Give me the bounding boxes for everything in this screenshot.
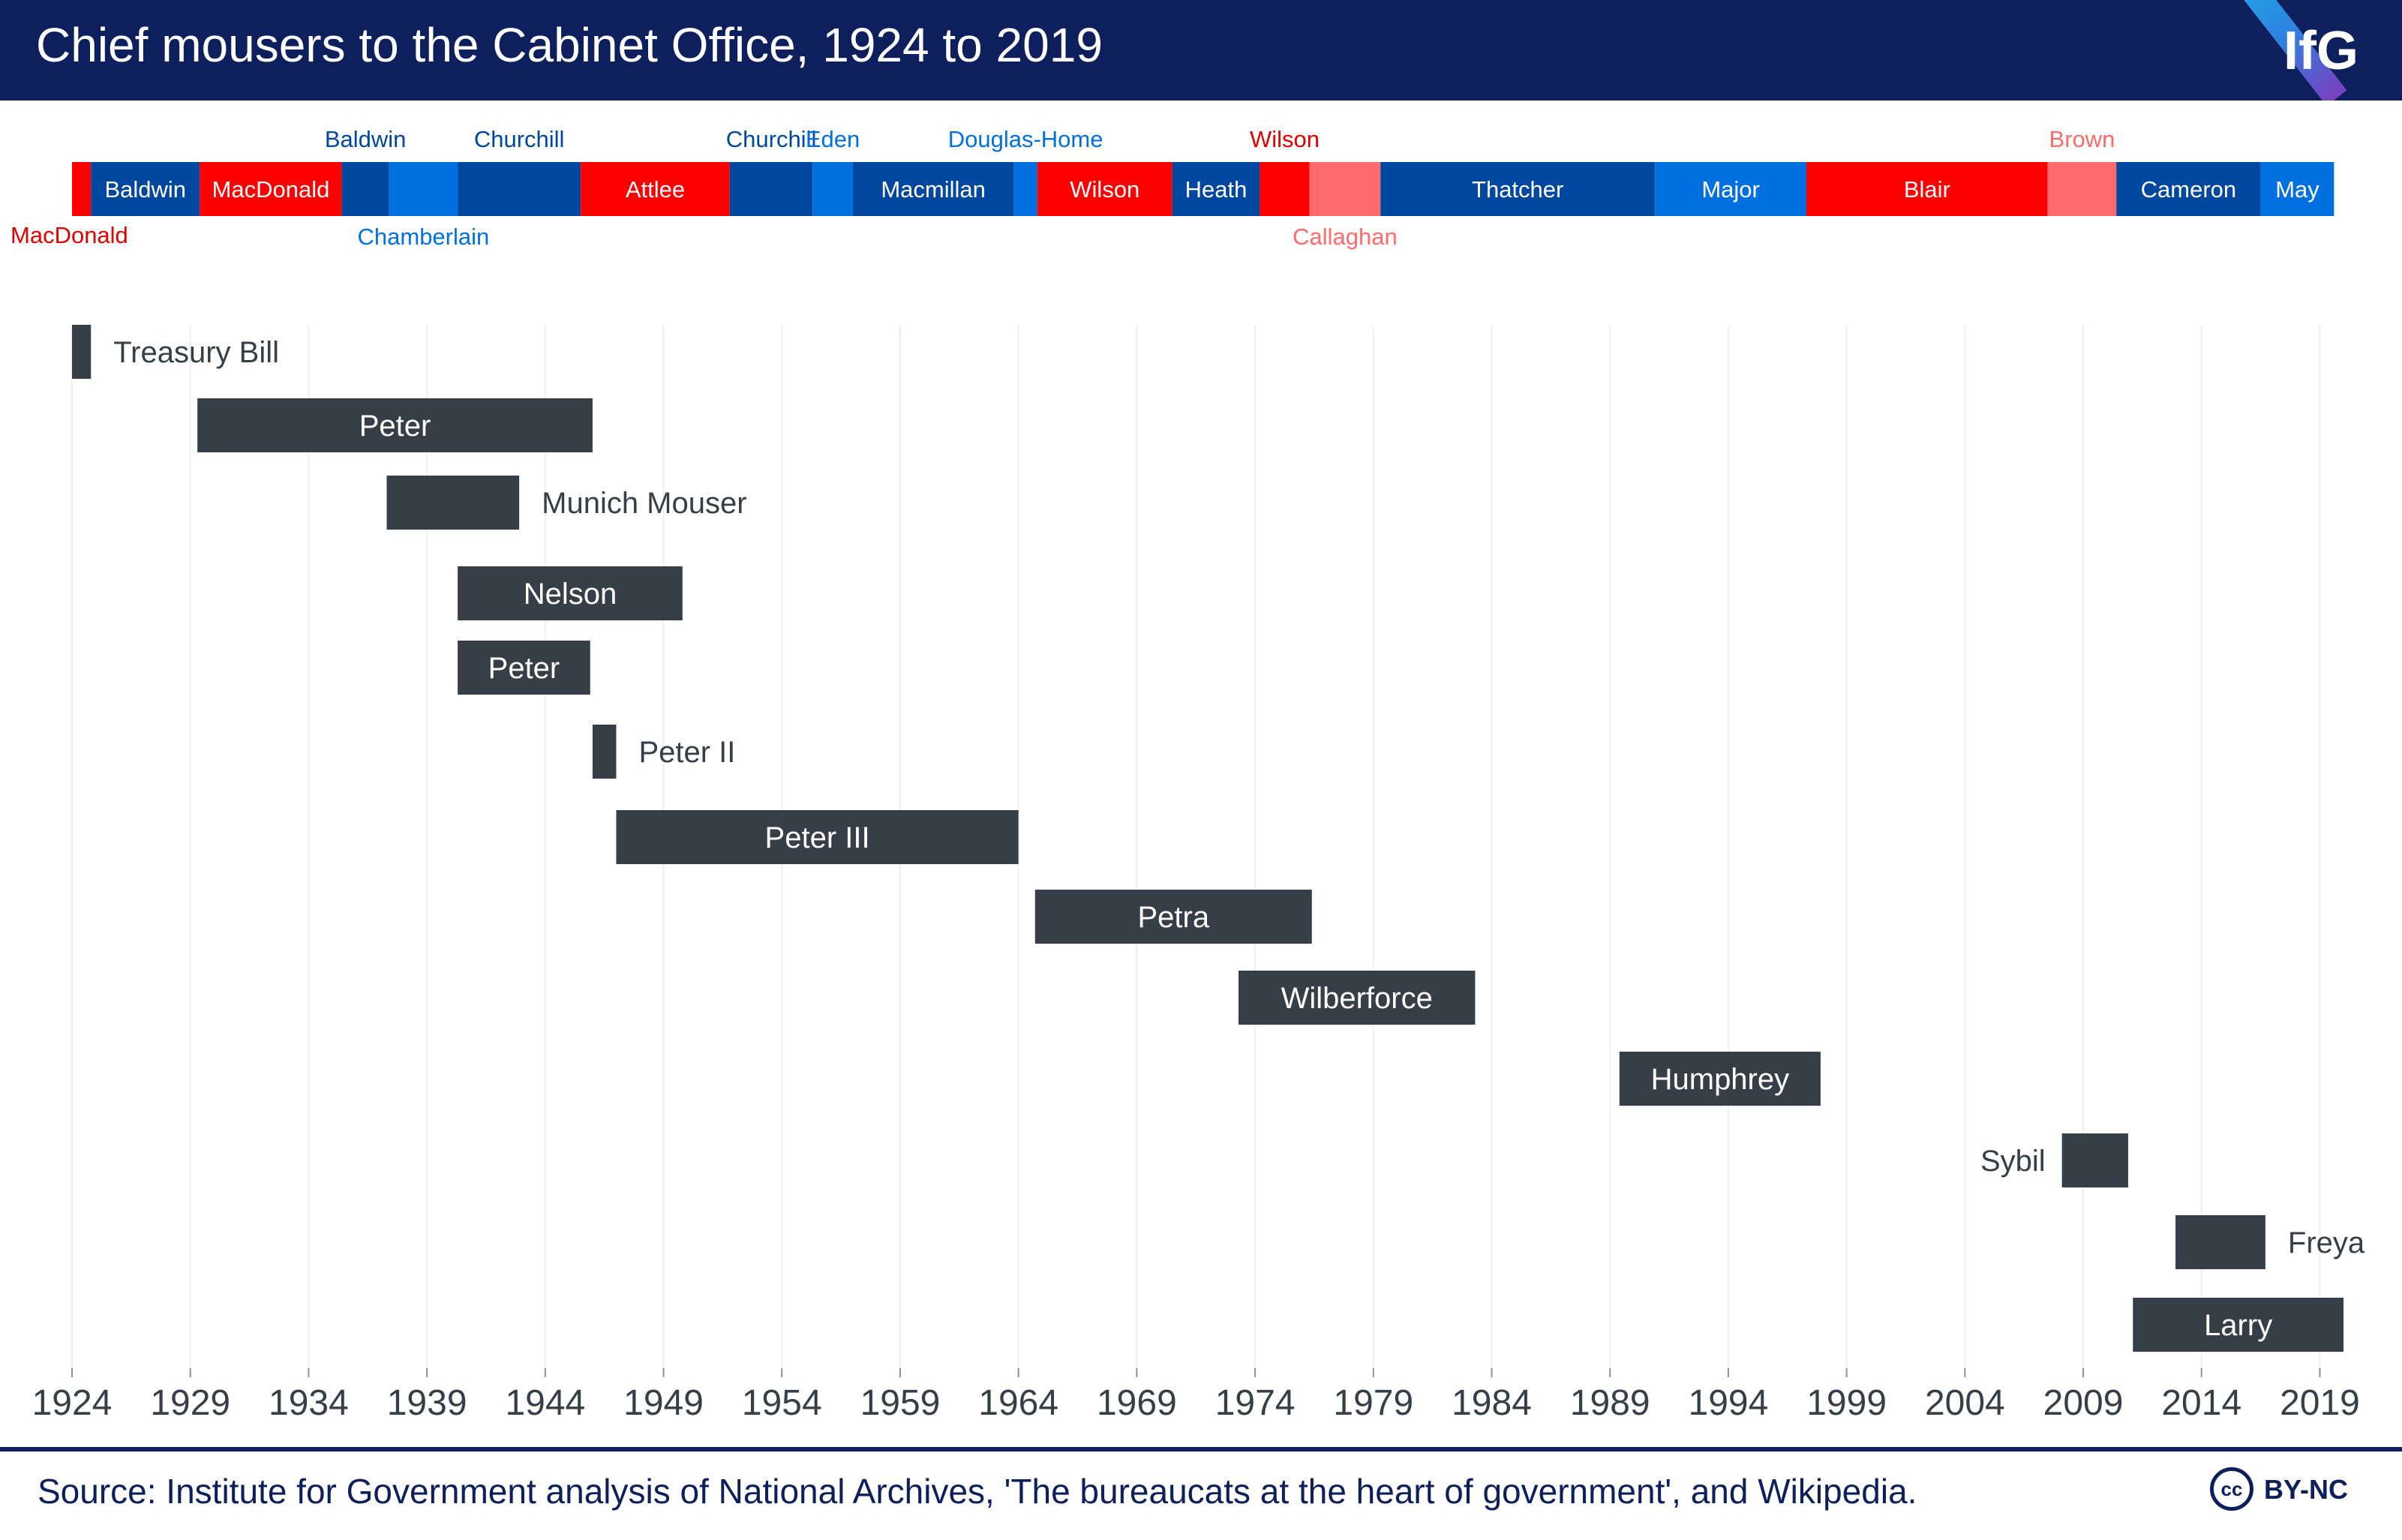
pm-label: Thatcher	[1472, 176, 1563, 203]
mouser-bar	[386, 476, 520, 530]
mouser-label: Peter	[488, 652, 560, 685]
mouser-bar	[2175, 1215, 2265, 1269]
mouser-bar	[458, 641, 590, 695]
license-badge: cc BY-NC	[2210, 1467, 2382, 1520]
pm-segment	[581, 162, 730, 216]
source-note: Source: Institute for Government analysi…	[38, 1472, 1917, 1511]
mouser-label: Peter II	[638, 736, 735, 769]
pm-segment	[2047, 162, 2117, 216]
creative-commons-icon: cc	[2210, 1467, 2253, 1511]
mouser-label: Petra	[1137, 901, 1209, 934]
x-tick-label: 2019	[2280, 1383, 2360, 1423]
mouser-label: Treasury Bill	[113, 336, 279, 369]
mouser-bar	[2133, 1298, 2343, 1352]
pm-label: Attlee	[626, 176, 685, 203]
pm-segment	[389, 162, 458, 216]
pm-segment	[2116, 162, 2261, 216]
pm-label: Wilson	[1070, 176, 1139, 203]
pm-segment	[1806, 162, 2048, 216]
x-tick-label: 2004	[1925, 1383, 2005, 1423]
x-tick-label: 1924	[32, 1383, 113, 1423]
mouser-label: Larry	[2204, 1309, 2272, 1342]
x-tick-label: 1949	[623, 1383, 704, 1423]
pm-segment	[1172, 162, 1260, 216]
mouser-label: Peter	[359, 410, 431, 443]
pm-segment	[1260, 162, 1310, 216]
pm-segment	[200, 162, 342, 216]
mouser-label: Wilberforce	[1281, 982, 1433, 1015]
pm-segment	[1309, 162, 1381, 216]
pm-label: Callaghan	[1293, 224, 1398, 250]
x-tick-label: 1959	[860, 1383, 941, 1423]
pm-label: Baldwin	[104, 176, 186, 203]
pm-label: Major	[1701, 176, 1760, 203]
mouser-timeline-chart: 1924 1929 1934 1939 1944 1949 1954 1959 1964 1969…	[11, 126, 2365, 1423]
pm-label: Heath	[1185, 176, 1248, 203]
pm-segment	[1037, 162, 1172, 216]
x-tick-label: 1979	[1333, 1383, 1413, 1423]
x-tick-label: 2014	[2161, 1383, 2241, 1423]
mouser-bar	[1619, 1052, 1821, 1106]
pm-label: Douglas-Home	[948, 126, 1103, 152]
mouser-label: Peter III	[765, 821, 870, 854]
x-tick-label: 1989	[1570, 1383, 1650, 1423]
pm-label: Wilson	[1250, 126, 1320, 152]
pm-label: Eden	[806, 126, 860, 152]
mouser-label: Humphrey	[1651, 1063, 1790, 1096]
pm-segment	[1380, 162, 1656, 216]
mouser-bar	[197, 398, 593, 452]
mouser-bar	[1034, 890, 1312, 944]
x-tick-label: 1999	[1806, 1383, 1887, 1423]
pm-label: Cameron	[2141, 176, 2237, 203]
pm-label: Churchill	[474, 126, 565, 152]
pm-segment	[72, 162, 92, 216]
pm-label: Blair	[1904, 176, 1950, 203]
pm-label: Churchill	[726, 126, 817, 152]
x-tick-label: 1964	[978, 1383, 1058, 1423]
x-tick-label: 1939	[387, 1383, 467, 1423]
pm-label: MacDonald	[11, 222, 128, 248]
pm-label: Brown	[2049, 126, 2115, 152]
x-tick-label: 1984	[1452, 1383, 1532, 1423]
footer-rule	[0, 1447, 2402, 1451]
x-tick-label: 2009	[2043, 1383, 2124, 1423]
pm-label: May	[2275, 176, 2319, 203]
x-tick-label: 1954	[742, 1383, 822, 1423]
ifg-logo: IfG	[2283, 21, 2358, 81]
pm-segment	[2260, 162, 2334, 216]
x-tick-label: 1934	[269, 1383, 349, 1423]
pm-segment	[729, 162, 813, 216]
mouser-bar	[2061, 1133, 2128, 1187]
license-text: BY-NC	[2264, 1474, 2349, 1505]
pm-segment	[1655, 162, 1807, 216]
mouser-label: Freya	[2288, 1226, 2365, 1259]
pm-label: Chamberlain	[358, 224, 490, 250]
mouser-bar	[1239, 971, 1476, 1025]
pm-label: Baldwin	[325, 126, 407, 152]
x-tick-label: 1969	[1097, 1383, 1177, 1423]
x-tick-label: 1974	[1215, 1383, 1296, 1423]
mouser-label: Nelson	[524, 578, 617, 611]
pm-segment	[341, 162, 389, 216]
pm-segment	[458, 162, 581, 216]
mouser-bar	[72, 325, 92, 379]
pm-segment	[91, 162, 200, 216]
chart-header: Chief mousers to the Cabinet Office, 192…	[0, 0, 2402, 101]
mouser-bar	[458, 566, 683, 620]
pm-segment	[852, 162, 1014, 216]
mouser-bar	[592, 725, 617, 779]
x-tick-label: 1994	[1689, 1383, 1769, 1423]
pm-label: Macmillan	[881, 176, 986, 203]
chart-title: Chief mousers to the Cabinet Office, 192…	[36, 18, 1103, 72]
pm-label: MacDonald	[212, 176, 330, 203]
mouser-label: Munich Mouser	[542, 487, 746, 520]
x-tick-label: 1929	[150, 1383, 230, 1423]
mouser-bar	[616, 810, 1019, 864]
x-tick-label: 1944	[505, 1383, 585, 1423]
mouser-label: Sybil	[1980, 1145, 2046, 1178]
pm-segment	[1013, 162, 1037, 216]
pm-segment	[812, 162, 853, 216]
